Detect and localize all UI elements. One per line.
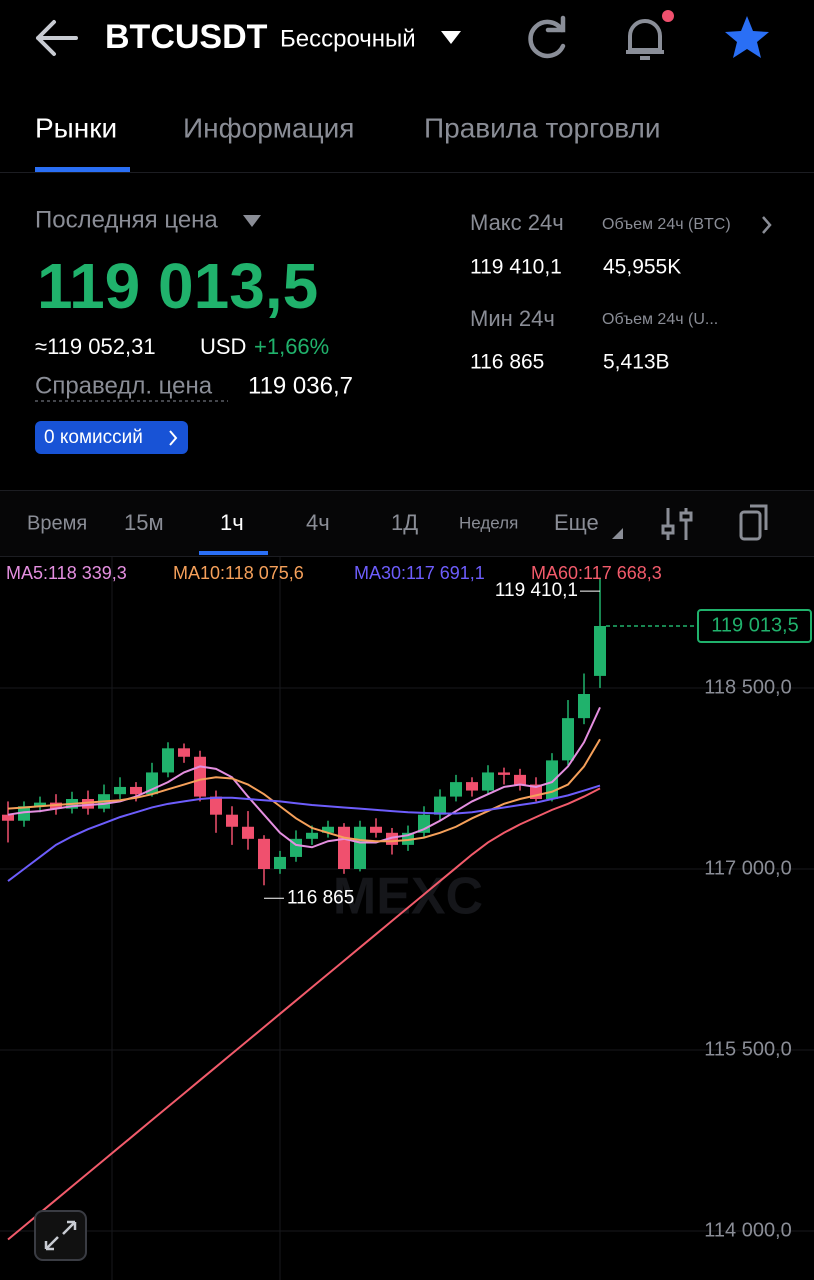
stat-label: Макс 24ч [470,210,564,235]
chevron [169,430,178,446]
contract-type[interactable]: Бессрочный [280,25,416,52]
stat-value: 45,955K [603,256,681,279]
candle-body [514,774,526,785]
stat-label: Объем 24ч (U... [602,311,718,328]
candle-body [18,806,30,821]
favorite-star[interactable] [725,16,769,58]
interval[interactable]: Неделя [459,513,518,532]
tab-indicator [35,167,130,172]
ma-line [7,784,601,882]
candle-body [450,782,462,797]
interval[interactable]: Еще [554,510,599,535]
last-price-box [697,609,812,644]
y-tick-label: 117 000,0 [704,857,792,879]
refresh-icon[interactable] [528,15,566,59]
candle-body [466,782,478,791]
legend-entry: MA10:118 075,6 [173,563,304,583]
tab[interactable]: Информация [183,112,354,143]
back-button[interactable] [36,20,78,56]
candle-body [578,694,590,719]
candle-body [306,832,318,839]
currency: USD [200,334,246,359]
candle-body [162,748,174,773]
y-tick-label: 118 500,0 [704,676,792,698]
notification-dot [662,10,674,22]
candle-body [130,786,142,795]
candle-body [226,814,238,827]
fee-badge-text[interactable]: 0 комиссий [44,427,143,448]
candle-body [354,826,366,870]
stat-label: Объем 24ч (BTC) [602,216,731,233]
candle-body [242,826,254,839]
symbol: BTCUSDT [105,18,268,56]
last-price: 119 013,5 [37,250,318,322]
layout-icon[interactable] [739,504,768,541]
divider [0,556,814,557]
candle-body [338,826,350,870]
stat-value: 5,413B [603,351,670,374]
candle-body [498,772,510,775]
dropdown-icon[interactable] [612,528,623,539]
interval[interactable]: 15м [124,510,164,535]
interval-indicator [199,551,268,555]
expand-icon[interactable] [44,1220,77,1251]
tab[interactable]: Рынки [35,112,117,143]
fair-price: 119 036,7 [248,372,353,399]
chart: MEXC 114 000,0 115 500,0 117 000,0 118 500,0… [0,563,814,1241]
candle-body [482,772,494,791]
low-label: 116 865 [287,887,354,908]
legend-entry: MA60:117 668,3 [531,563,662,583]
candle-body [370,826,382,833]
last-price-label: 119 013,5 [711,614,799,636]
last-price-label[interactable]: Последняя цена [35,206,218,233]
candle-body [258,838,270,870]
candle-body [82,799,94,809]
dropdown-icon[interactable] [441,31,461,44]
stat-label: Мин 24ч [470,306,555,331]
indicator-settings-icon[interactable] [661,508,693,540]
candle-body [594,626,606,676]
candle-body [210,796,222,815]
watermark: MEXC [333,868,483,926]
candle-body [194,756,206,797]
dropdown-icon[interactable] [243,215,261,227]
high-label: 119 410,1 [495,580,578,601]
candle-body [2,814,14,821]
change: +1,66% [254,334,329,359]
interval[interactable]: Время [27,512,87,534]
chevron[interactable] [762,216,772,234]
ma-line [7,787,601,1241]
legend-entry: MA30:117 691,1 [354,563,485,583]
y-tick-label: 115 500,0 [704,1038,792,1060]
interval[interactable]: 1Д [391,510,418,535]
divider [0,490,814,491]
ma-line [7,738,601,843]
vertical-grid [111,557,281,1280]
expand-button[interactable] [34,1210,87,1261]
candle-body [322,826,334,833]
candle-body [34,802,46,807]
candle-body [274,856,286,870]
fee-badge[interactable] [35,421,188,454]
stat-value: 119 410,1 [470,256,562,279]
candle-body [178,748,190,757]
legend-entry: MA5:118 339,3 [6,563,127,583]
divider [0,172,814,173]
y-tick-label: 114 000,0 [704,1219,792,1241]
candle-body [562,718,574,761]
ma-line [7,706,601,849]
tab[interactable]: Правила торговли [424,112,661,143]
interval[interactable]: 4ч [306,510,330,535]
bell-icon[interactable] [626,19,664,60]
interval-bar [0,490,814,556]
candle-body [114,786,126,795]
candle-body [434,796,446,815]
fair-price-label[interactable]: Справедл. цена [35,372,213,399]
interval[interactable]: 1ч [220,510,244,535]
approx-price: ≈119 052,31 [35,334,156,359]
stat-value: 116 865 [470,351,544,374]
